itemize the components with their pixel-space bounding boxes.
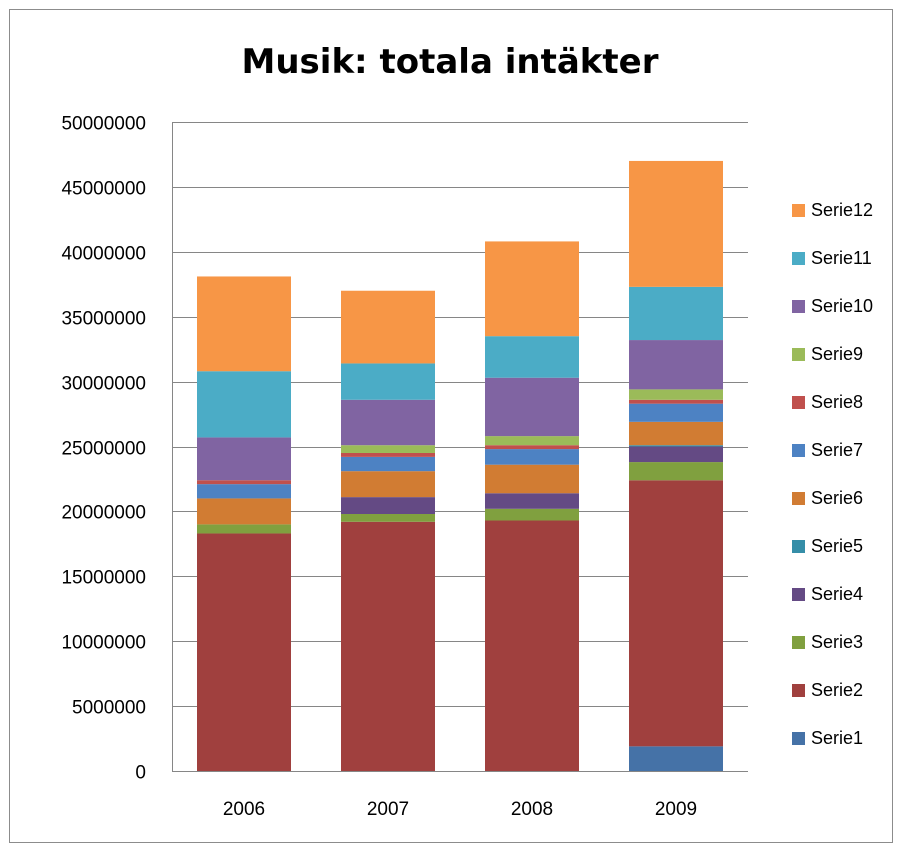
- bar-segment-serie10-2007: [341, 399, 435, 446]
- x-tick-label: 2008: [511, 799, 553, 820]
- y-axis-ticks: 0 5000000 10000000 15000000 20000000 25000000…: [61, 114, 146, 784]
- bar-segment-serie6-2006: [197, 498, 291, 525]
- y-tick-label: 10000000: [61, 633, 146, 654]
- bar-segment-serie9-2007: [341, 445, 435, 453]
- bar-segment-serie4-2007: [341, 497, 435, 514]
- bar-segment-serie8-2008: [485, 445, 579, 450]
- bar-segment-serie8-2009: [629, 399, 723, 404]
- legend-swatch: [792, 396, 805, 409]
- x-tick-label: 2006: [223, 799, 265, 820]
- y-tick-label: 40000000: [61, 244, 146, 265]
- bar-segment-serie5-2009: [629, 445, 723, 447]
- bar-segment-serie11-2009: [629, 286, 723, 341]
- legend-label: Serie8: [811, 392, 863, 412]
- bar-segment-serie12-2006: [197, 276, 291, 372]
- legend-swatch: [792, 588, 805, 601]
- x-tick-label: 2007: [367, 799, 409, 820]
- x-tick-label: 2009: [655, 799, 697, 820]
- bar-segment-serie9-2008: [485, 436, 579, 446]
- legend-label: Serie5: [811, 536, 863, 556]
- y-tick-label: 30000000: [61, 374, 146, 395]
- bar-segment-serie10-2008: [485, 377, 579, 437]
- legend-swatch: [792, 732, 805, 745]
- bar-segment-serie4-2009: [629, 446, 723, 463]
- bar-segment-serie7-2006: [197, 484, 291, 499]
- bar-segment-serie3-2009: [629, 462, 723, 481]
- bar-segment-serie8-2006: [197, 480, 291, 485]
- legend-swatch: [792, 300, 805, 313]
- y-tick-label: 0: [135, 763, 146, 784]
- bar-segment-serie11-2008: [485, 336, 579, 378]
- bar-segment-serie2-2009: [629, 480, 723, 747]
- legend-item: Serie6: [792, 488, 863, 508]
- y-tick-label: 35000000: [61, 309, 146, 330]
- y-tick-label: 50000000: [61, 114, 146, 135]
- bar-segment-serie2-2008: [485, 520, 579, 771]
- bar-segment-serie10-2006: [197, 437, 291, 481]
- bar-segment-serie6-2009: [629, 421, 723, 446]
- legend-item: Serie7: [792, 440, 863, 460]
- legend-swatch: [792, 204, 805, 217]
- bar-segment-serie10-2009: [629, 340, 723, 390]
- legend-label: Serie1: [811, 728, 863, 748]
- bar-segment-serie1-2009: [629, 746, 723, 771]
- legend-item: Serie1: [792, 728, 863, 748]
- legend-label: Serie2: [811, 680, 863, 700]
- bar-segment-serie12-2007: [341, 290, 435, 364]
- legend-label: Serie10: [811, 296, 873, 316]
- legend-swatch: [792, 684, 805, 697]
- legend-label: Serie7: [811, 440, 863, 460]
- legend-item: Serie11: [792, 248, 872, 268]
- bar-segment-serie2-2006: [197, 533, 291, 771]
- legend-swatch: [792, 252, 805, 265]
- bar-segment-serie12-2008: [485, 241, 579, 337]
- legend-item: Serie9: [792, 344, 863, 364]
- chart-title: Musik: totala intäkter: [242, 42, 659, 82]
- legend-label: Serie6: [811, 488, 863, 508]
- y-tick-label: 20000000: [61, 503, 146, 524]
- bar-segment-serie4-2008: [485, 493, 579, 509]
- legend-label: Serie11: [811, 248, 872, 268]
- legend-item: Serie8: [792, 392, 863, 412]
- legend-item: Serie12: [792, 200, 873, 220]
- legend-item: Serie10: [792, 296, 873, 316]
- legend-item: Serie3: [792, 632, 863, 652]
- legend-label: Serie9: [811, 344, 863, 364]
- legend-label: Serie3: [811, 632, 863, 652]
- bar-segment-serie7-2007: [341, 456, 435, 472]
- bar-segment-serie9-2009: [629, 389, 723, 400]
- bar-segment-serie3-2008: [485, 508, 579, 521]
- legend-swatch: [792, 540, 805, 553]
- y-tick-label: 5000000: [72, 698, 146, 719]
- bar-segment-serie12-2009: [629, 160, 723, 287]
- legend-swatch: [792, 348, 805, 361]
- bars-layer: [197, 160, 723, 771]
- chart-frame: [9, 9, 893, 843]
- legend-swatch: [792, 444, 805, 457]
- legend: Serie12 Serie11 Serie10 Serie9 Serie8 Serie7 S…: [792, 200, 873, 748]
- legend-label: Serie12: [811, 200, 873, 220]
- legend-swatch: [792, 492, 805, 505]
- y-tick-label: 15000000: [61, 568, 146, 589]
- bar-segment-serie7-2008: [485, 449, 579, 465]
- bar-segment-serie11-2007: [341, 363, 435, 400]
- bar-segment-serie6-2008: [485, 464, 579, 494]
- bar-segment-serie8-2007: [341, 452, 435, 457]
- bar-segment-serie2-2007: [341, 521, 435, 771]
- legend-item: Serie4: [792, 584, 863, 604]
- bar-segment-serie7-2009: [629, 403, 723, 422]
- x-axis-ticks: 2006 2007 2008 2009: [223, 799, 697, 820]
- bar-segment-serie3-2006: [197, 524, 291, 534]
- y-tick-label: 25000000: [61, 439, 146, 460]
- y-tick-label: 45000000: [61, 179, 146, 200]
- legend-swatch: [792, 636, 805, 649]
- legend-item: Serie2: [792, 680, 863, 700]
- bar-segment-serie11-2006: [197, 371, 291, 438]
- bar-segment-serie3-2007: [341, 513, 435, 522]
- legend-label: Serie4: [811, 584, 863, 604]
- bar-segment-serie6-2007: [341, 471, 435, 498]
- legend-item: Serie5: [792, 536, 863, 556]
